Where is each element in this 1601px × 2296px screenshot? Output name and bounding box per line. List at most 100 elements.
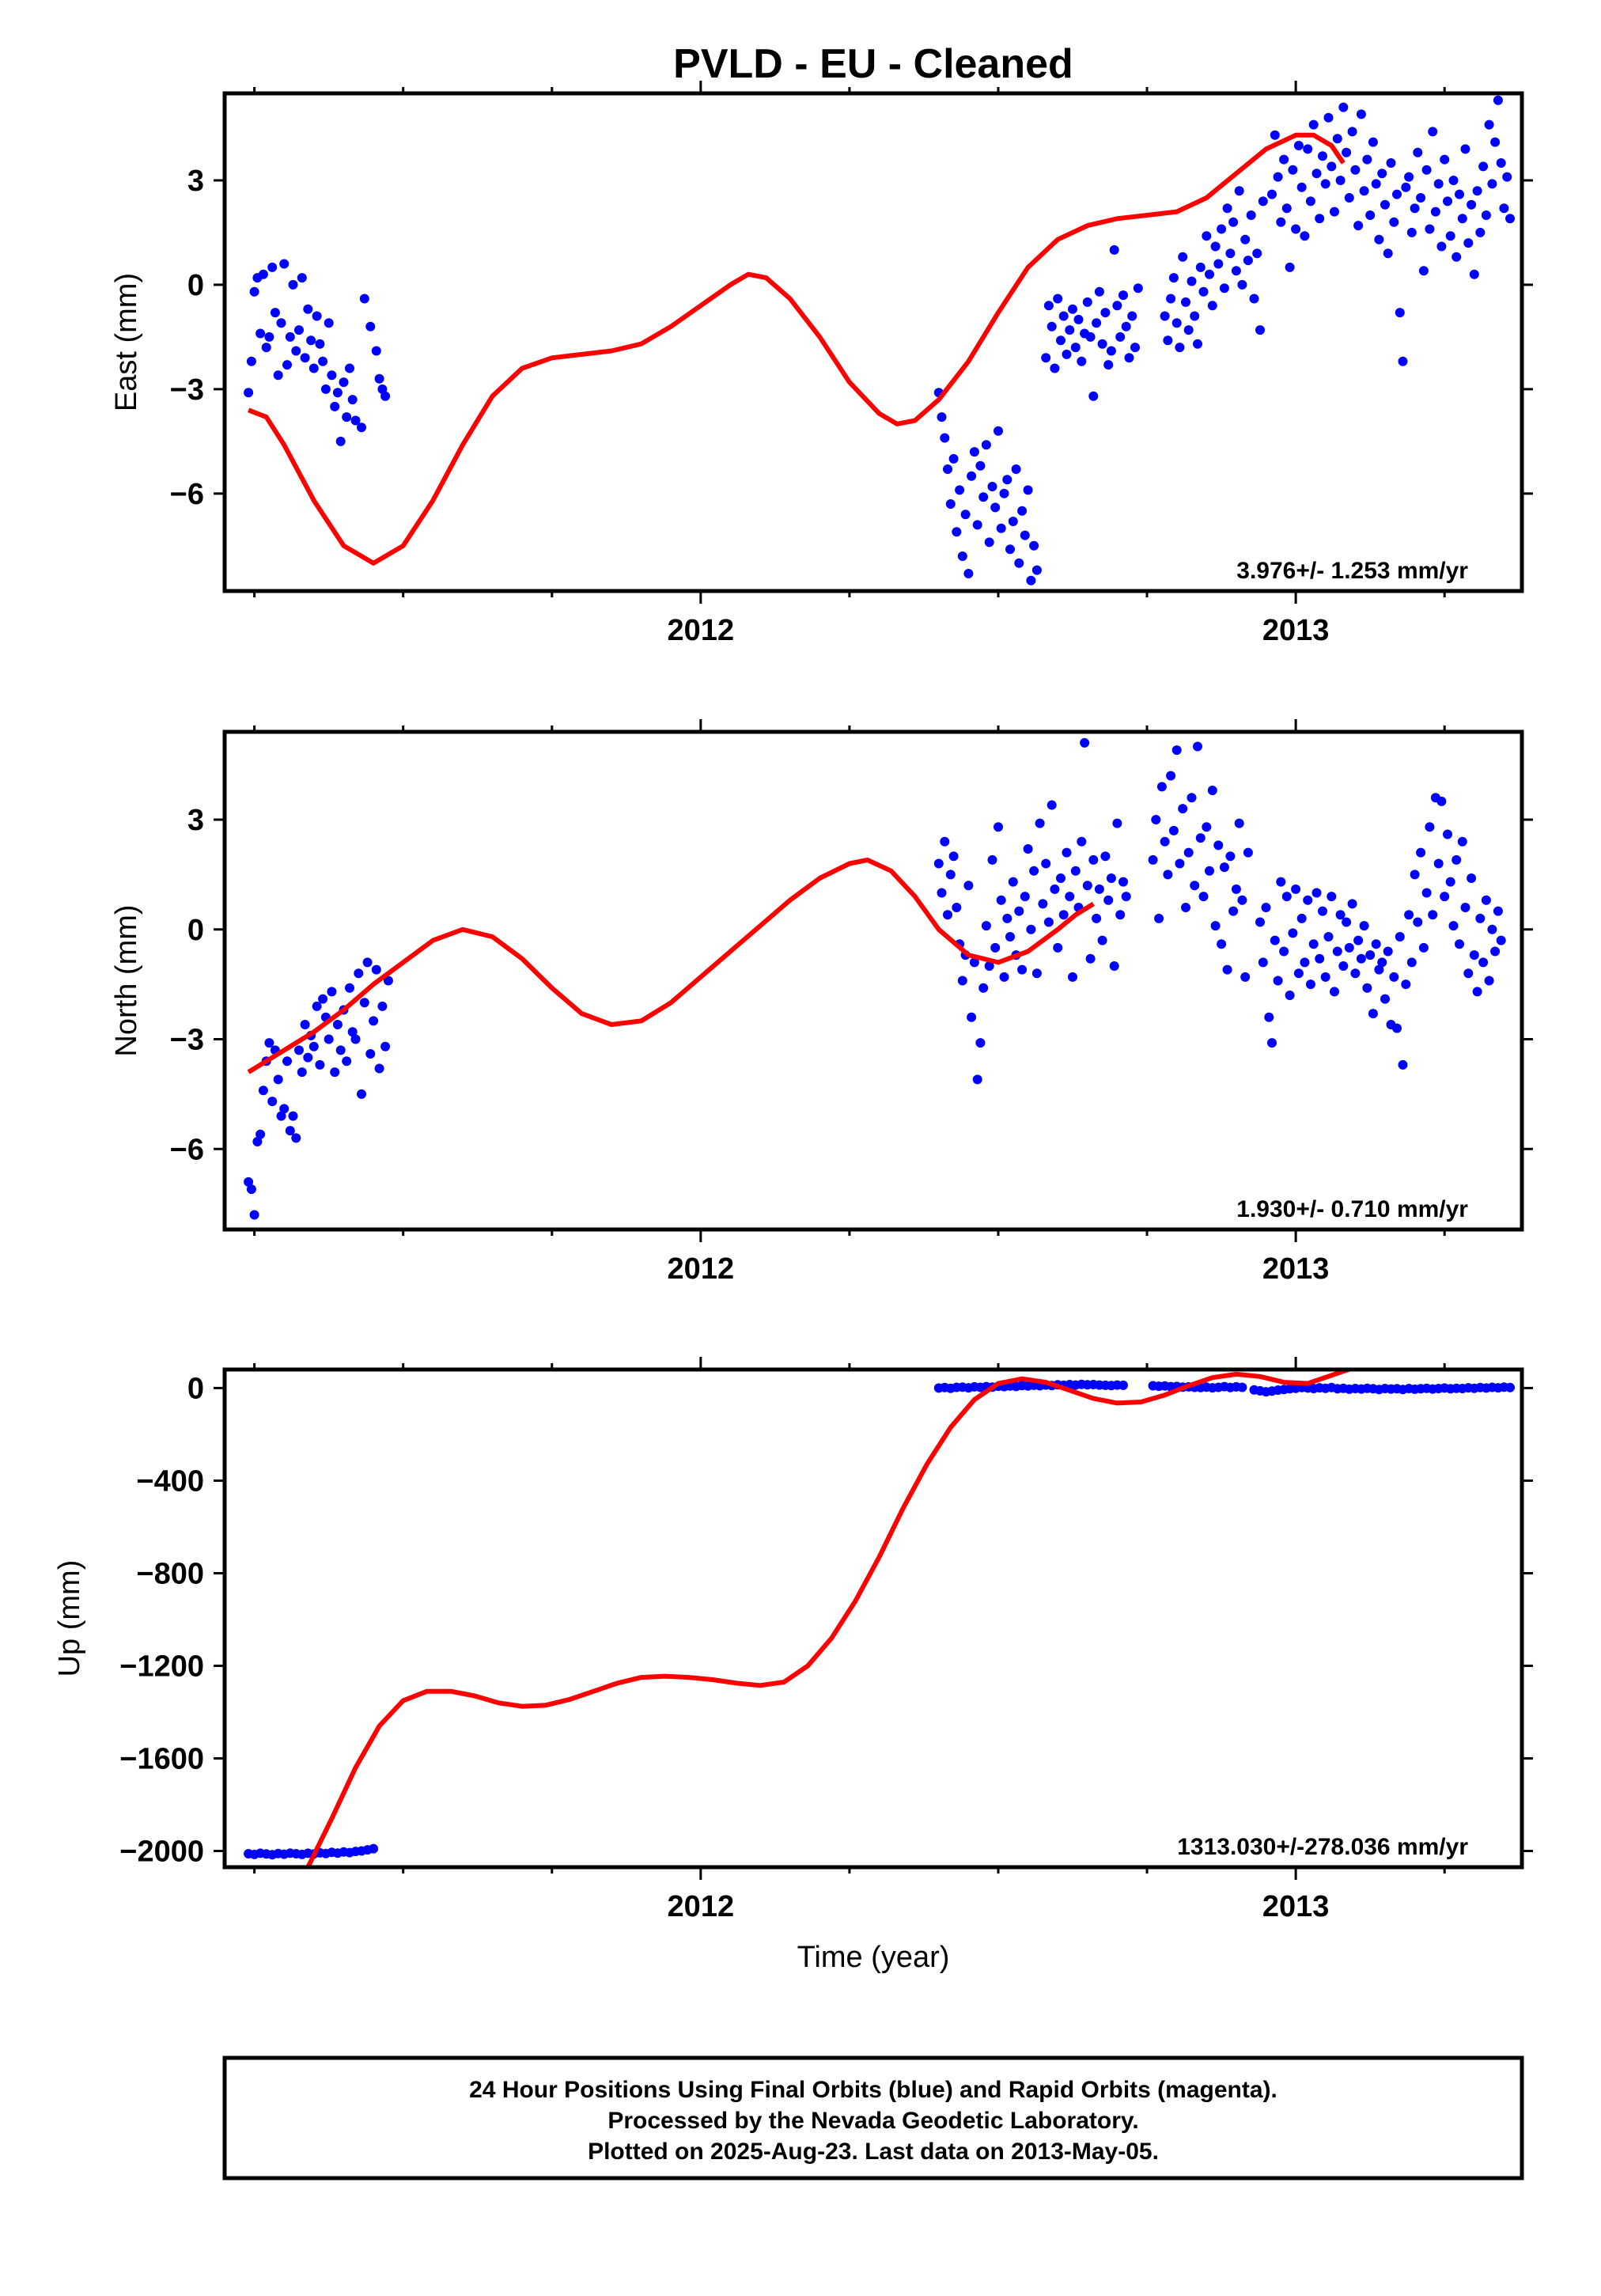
east-data-point: [1406, 227, 1417, 237]
north-data-point: [1374, 964, 1384, 975]
north-data-point: [1383, 946, 1393, 957]
footer-line-3: Plotted on 2025-Aug-23. Last data on 201…: [588, 2139, 1159, 2165]
east-data-point: [1094, 286, 1104, 297]
east-data-point: [1231, 266, 1241, 276]
east-data-point: [1335, 176, 1346, 185]
north-data-point: [350, 1034, 361, 1044]
north-data-point: [1080, 737, 1090, 748]
north-data-point: [1068, 972, 1077, 982]
up-data-point: [1237, 1382, 1247, 1392]
east-data-point: [1433, 179, 1444, 189]
north-data-point: [1163, 870, 1173, 880]
east-data-point: [1392, 189, 1402, 199]
east-data-point: [1205, 269, 1214, 279]
east-data-point: [267, 262, 278, 272]
east-data-point: [984, 537, 994, 547]
north-data-point: [1451, 854, 1462, 865]
east-data-point: [1484, 119, 1494, 130]
east-data-point: [1318, 151, 1327, 161]
east-data-point: [327, 370, 337, 381]
east-data-point: [981, 440, 991, 450]
north-data-point: [324, 1034, 334, 1044]
north-data-point: [1285, 991, 1295, 1000]
north-data-point: [1440, 892, 1450, 902]
east-data-point: [258, 269, 268, 279]
north-data-point: [308, 1041, 319, 1051]
east-data-point: [1293, 141, 1304, 150]
east-data-point: [282, 360, 292, 370]
east-data-point: [246, 356, 256, 366]
north-data-point: [1171, 745, 1182, 756]
east-data-point: [357, 422, 366, 433]
north-data-point: [354, 968, 364, 979]
up-ylabel: Up (mm): [53, 1560, 86, 1677]
up-rate-label: 1313.030+/-278.036 mm/yr: [1177, 1834, 1468, 1860]
up-xtick-label: 2012: [668, 1890, 735, 1923]
north-panel: −6 −3 0 3 2012 2013 North (mm) 1.930+/- 0.710 m…: [110, 719, 1533, 1286]
north-data-point: [332, 1020, 343, 1029]
east-data-point: [1008, 517, 1018, 526]
east-data-point: [1240, 234, 1251, 244]
north-data-point: [981, 921, 991, 931]
east-data-point: [1383, 248, 1393, 259]
north-data-point: [1092, 913, 1102, 923]
north-xtick-label: 2012: [668, 1252, 735, 1286]
east-data-point: [365, 321, 376, 332]
north-data-point: [1038, 899, 1048, 909]
north-data-point: [1484, 976, 1494, 986]
north-data-point: [990, 942, 1001, 953]
north-data-point: [303, 1052, 313, 1063]
east-data-point: [1127, 311, 1137, 321]
east-panel: −6 −3 0 3 2012 2013 East (mm) 3.976+/- 1.253 mm…: [110, 81, 1533, 647]
up-ytick-label: −2000: [119, 1836, 204, 1869]
north-data-point: [365, 1049, 376, 1059]
east-data-point: [315, 339, 325, 349]
north-data-point: [330, 1067, 340, 1078]
east-data-point: [1047, 321, 1057, 332]
north-data-point: [987, 854, 997, 865]
north-data-point: [1281, 892, 1292, 902]
north-data-point: [940, 836, 950, 847]
east-data-point: [1448, 176, 1459, 185]
north-data-point: [1327, 892, 1337, 902]
north-data-point: [1389, 972, 1399, 982]
north-data-point: [1443, 829, 1452, 839]
east-data-point: [1249, 294, 1259, 304]
east-data-point: [996, 523, 1006, 533]
north-data-point: [369, 1016, 379, 1026]
north-data-point: [1338, 961, 1349, 971]
east-data-point: [1436, 241, 1447, 252]
east-data-point: [1380, 199, 1390, 210]
east-data-point: [1225, 248, 1236, 259]
north-data-point: [1026, 924, 1036, 934]
east-data-point: [1338, 102, 1349, 112]
east-data-point: [1053, 294, 1063, 304]
east-data-point: [1342, 147, 1352, 157]
east-data-point: [371, 346, 381, 356]
north-data-point: [1085, 953, 1096, 964]
east-data-point: [963, 569, 974, 578]
north-data-point: [1353, 935, 1364, 945]
north-data-point: [1455, 939, 1464, 949]
north-data-point: [1219, 862, 1229, 873]
north-data-point: [1467, 873, 1477, 883]
north-data-point: [1097, 935, 1107, 945]
north-data-point: [1082, 881, 1092, 891]
east-data-point: [1109, 244, 1119, 255]
north-data-point: [1347, 899, 1357, 909]
east-data-point: [1281, 203, 1292, 214]
east-data-point: [285, 332, 295, 342]
north-data-point: [1323, 932, 1334, 942]
east-data-point: [1130, 343, 1140, 353]
north-data-point: [972, 1074, 982, 1085]
east-data-point: [972, 520, 982, 530]
east-data-point: [1303, 144, 1313, 154]
north-data-point: [1190, 881, 1200, 891]
north-data-point: [948, 851, 959, 862]
east-data-point: [347, 395, 358, 405]
up-data-point: [1505, 1382, 1515, 1392]
north-data-point: [1460, 903, 1470, 912]
north-data-point: [996, 895, 1006, 905]
east-data-point: [294, 325, 304, 335]
east-data-point: [1017, 506, 1028, 516]
